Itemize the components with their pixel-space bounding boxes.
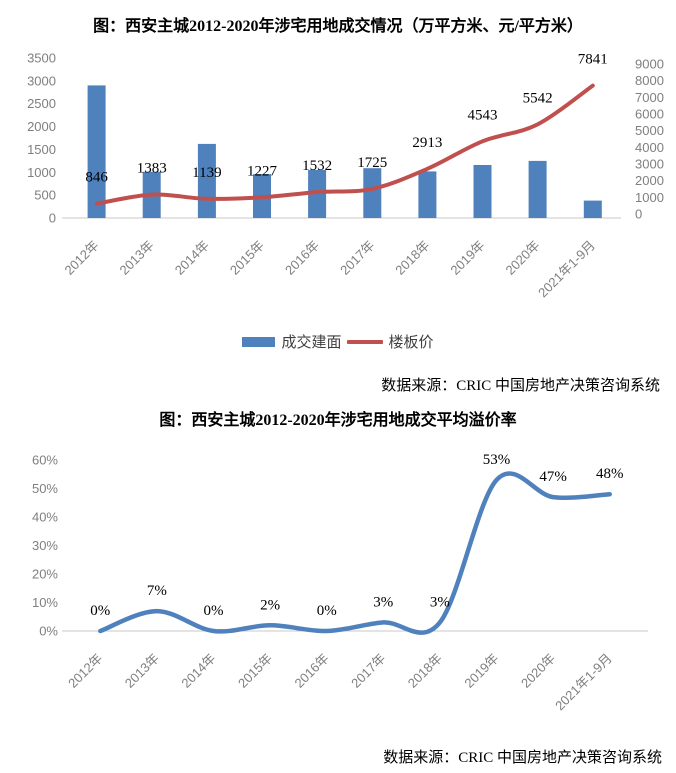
floor-price-data-label: 1227 [247,163,278,179]
chart-1-x-axis-label: 2018年 [392,238,432,278]
legend-item-line-series: 楼板价 [346,331,434,352]
chart-1-right-axis-tick: 7000 [635,90,664,105]
chart-2-source-note: 数据来源：CRIC 中国房地产决策咨询系统 [383,750,662,766]
chart-1-x-axis-label: 2016年 [282,238,322,278]
legend-label-line-series: 楼板价 [388,335,434,351]
line-series-swatch-icon [346,339,383,344]
bar-series-swatch-icon [242,336,276,347]
floor-price-data-label: 5542 [523,90,553,106]
floor-area-bar [363,168,382,218]
chart-1-x-axis-label: 2019年 [447,238,487,278]
chart-1-right-axis-tick: 9000 [635,57,664,72]
chart-1-x-axis-label: 2020年 [502,238,542,278]
floor-area-bar [418,171,437,218]
chart-1-left-axis-tick: 1500 [27,142,56,157]
chart-2-x-axis-label: 2013年 [122,651,162,691]
chart-1-right-axis-tick: 0 [635,207,642,222]
chart-1-source-note: 数据来源：CRIC 中国房地产决策咨询系统 [381,378,660,394]
chart-1-x-axis-label: 2013年 [117,238,157,278]
premium-rate-line [98,471,612,635]
floor-price-data-label: 1532 [302,158,332,174]
chart-1-x-axis-label: 2012年 [61,238,101,278]
floor-area-bar [87,85,106,219]
chart-2-x-axis-label: 2012年 [65,651,105,691]
chart-2-y-axis-tick: 60% [32,453,58,468]
chart-2-x-axis-label: 2021年1-9月 [552,651,615,714]
legend-item-bar-series: 成交建面 [242,331,342,352]
chart-1-x-axis-label: 2017年 [337,238,377,278]
chart-2-x-axis-label: 2019年 [461,651,501,691]
chart-1-canvas: 0500100015002000250030003500010002000300… [27,51,664,301]
chart-2-y-axis-tick: 20% [32,567,58,582]
premium-rate-data-label: 0% [90,603,110,619]
chart-1-left-axis-tick: 0 [49,211,56,226]
chart-1-right-axis-tick: 4000 [635,140,664,155]
chart-2-x-axis-label: 2020年 [518,651,558,691]
chart-1-x-axis-label: 2015年 [227,238,267,278]
chart-2-y-axis-tick: 50% [32,481,58,496]
chart-1-title: 图：西安主城2012-2020年涉宅用地成交情况（万平方米、元/平方米） [93,18,583,35]
floor-area-bar [473,165,492,218]
chart-2-y-axis-tick: 40% [32,510,58,525]
floor-price-data-label: 2913 [412,135,442,151]
chart-2-x-axis-label: 2018年 [405,651,445,691]
floor-area-bar [528,160,547,218]
premium-rate-data-label: 0% [317,603,337,619]
floor-area-bar [197,143,216,218]
floor-price-data-label: 1139 [192,165,221,181]
chart-1-left-axis-tick: 2500 [27,96,56,111]
chart-2-x-axis-label: 2015年 [235,651,275,691]
floor-price-line [94,83,595,206]
chart-1-right-axis-tick: 6000 [635,107,664,122]
chart-1-right-axis-tick: 1000 [635,190,664,205]
floor-price-data-label: 1725 [357,155,387,171]
chart-1-x-axis-label: 2021年1-9月 [535,238,598,301]
premium-rate-data-label: 48% [596,466,624,482]
floor-price-data-label: 846 [85,170,108,186]
chart-1-left-axis-tick: 3500 [27,51,56,66]
floor-area-bar [583,200,602,218]
chart-1-left-axis-tick: 2000 [27,119,56,134]
floor-price-data-label: 4543 [468,107,498,123]
chart-2-x-axis-label: 2016年 [292,651,332,691]
premium-rate-data-label: 53% [483,452,511,468]
premium-rate-data-label: 0% [204,603,224,619]
chart-2-canvas: 0% 10% 20% 30% 40% 50% 60% 2012年 2013年 2014年 2015年… [32,452,648,714]
premium-rate-data-label: 3% [430,594,450,610]
chart-2-y-axis-tick: 10% [32,595,58,610]
chart-1-left-axis-tick: 500 [34,188,56,203]
chart-1-right-axis-tick: 8000 [635,73,664,88]
premium-rate-data-label: 47% [539,469,567,485]
chart-2-x-axis-label: 2014年 [178,651,218,691]
chart-2-title: 图：西安主城2012-2020年涉宅用地成交平均溢价率 [159,412,517,429]
chart-2-x-axis-label: 2017年 [348,651,388,691]
premium-rate-data-label: 3% [373,594,393,610]
chart-1-legend: 成交建面 楼板价 [0,331,676,352]
chart-1-left-axis-tick: 1000 [27,165,56,180]
chart-1-x-axis-label: 2014年 [172,238,212,278]
chart-2-y-axis-tick: 0% [39,624,58,639]
chart-2-y-axis-tick: 30% [32,538,58,553]
premium-rate-data-label: 7% [147,583,167,599]
premium-rate-data-label: 2% [260,597,280,613]
chart-1-left-axis-tick: 3000 [27,73,56,88]
floor-price-data-label: 7841 [578,52,608,68]
floor-price-data-label: 1383 [137,161,167,177]
chart-1-right-axis-tick: 5000 [635,123,664,138]
legend-label-bar-series: 成交建面 [281,335,342,351]
chart-1-right-axis-tick: 2000 [635,173,664,188]
chart-1-right-axis-tick: 3000 [635,157,664,172]
